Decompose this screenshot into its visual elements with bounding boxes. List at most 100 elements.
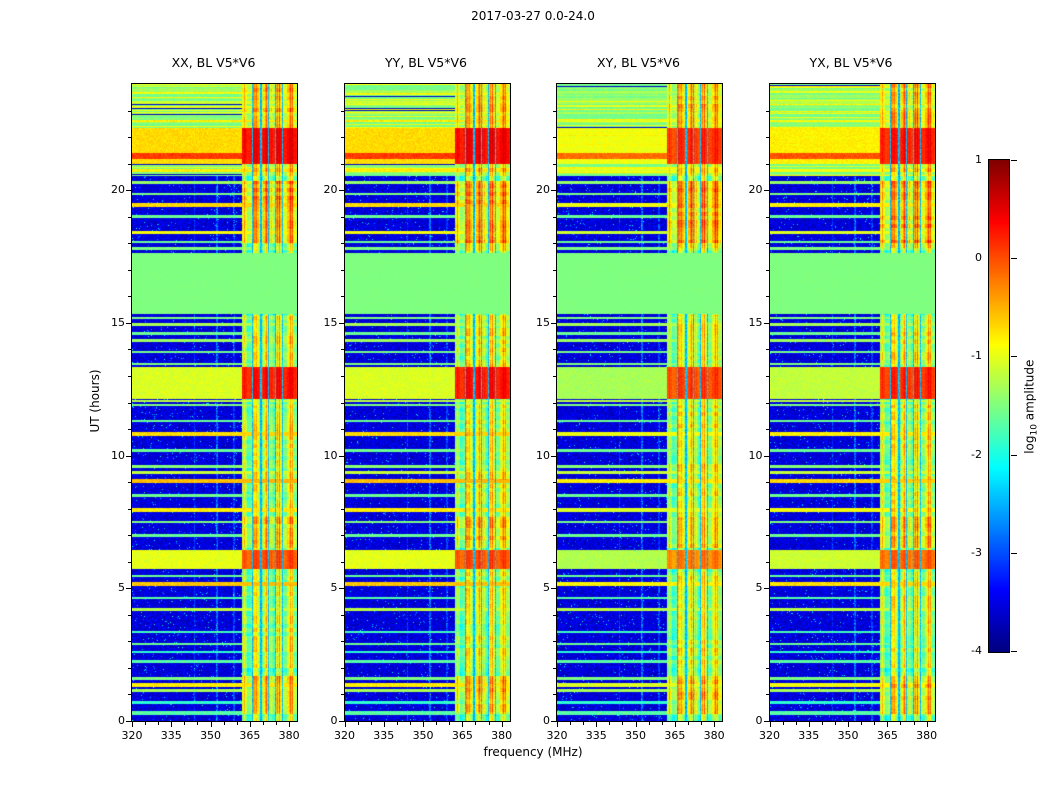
- x-tick-label: 320: [759, 729, 780, 742]
- x-tick: [714, 722, 716, 727]
- y-tick-label: 20: [111, 183, 125, 197]
- x-tick: [557, 722, 558, 727]
- x-tick: [488, 722, 490, 725]
- y-tick: [553, 694, 556, 696]
- x-tick: [570, 722, 572, 725]
- y-tick: [765, 402, 769, 404]
- y-tick: [765, 508, 769, 510]
- x-tick: [423, 722, 425, 727]
- x-tick: [687, 722, 689, 725]
- x-tick-label: 365: [876, 729, 898, 742]
- y-tick-label: 5: [543, 581, 550, 595]
- y-tick-label: 15: [748, 315, 763, 329]
- y-tick: [553, 429, 556, 431]
- x-tick: [808, 722, 810, 727]
- y-tick: [765, 349, 769, 351]
- x-tick-label: 350: [200, 729, 222, 742]
- colorbar-tick-label: -2: [971, 447, 982, 461]
- colorbar-tick-label: -3: [971, 545, 982, 559]
- colorbar: [988, 159, 1010, 653]
- y-tick: [553, 402, 556, 404]
- x-tick: [171, 722, 173, 727]
- colorbar-tick-label: 1: [975, 153, 982, 166]
- x-tick: [900, 722, 902, 725]
- y-tick: [128, 508, 131, 510]
- colorbar-tick: [1011, 356, 1017, 358]
- y-tick: [551, 588, 556, 590]
- y-tick: [128, 163, 131, 165]
- y-tick: [128, 641, 131, 643]
- y-tick: [553, 296, 556, 298]
- y-tick: [765, 137, 769, 139]
- colorbar-label: log10 amplitude: [1022, 337, 1039, 477]
- y-tick: [340, 296, 344, 298]
- y-tick: [128, 216, 131, 218]
- spectrogram-canvas-xx: [132, 84, 297, 721]
- x-tick: [383, 722, 385, 727]
- x-tick-label: 350: [837, 729, 859, 742]
- x-tick: [236, 722, 238, 725]
- x-tick-label: 380: [916, 729, 938, 742]
- x-tick: [132, 722, 133, 727]
- x-tick: [184, 722, 186, 725]
- x-tick: [344, 722, 346, 727]
- y-tick: [765, 641, 769, 643]
- y-tick: [126, 455, 131, 457]
- colorbar-tick-label: -4: [971, 644, 982, 657]
- y-tick: [340, 375, 344, 377]
- y-tick: [553, 667, 556, 669]
- y-tick: [338, 190, 344, 192]
- y-tick-label: 5: [118, 581, 125, 595]
- x-tick: [501, 722, 503, 727]
- colorbar-tick: [1011, 454, 1017, 456]
- y-tick-label: 5: [755, 581, 763, 595]
- y-tick-label: 0: [330, 714, 338, 727]
- x-tick-label: 350: [412, 729, 434, 742]
- y-tick: [338, 721, 344, 722]
- y-tick: [553, 163, 556, 165]
- y-tick-label: 20: [748, 183, 763, 197]
- y-tick: [553, 641, 556, 643]
- y-tick: [763, 721, 769, 722]
- y-tick-label: 0: [755, 714, 763, 727]
- x-tick-label: 320: [546, 729, 568, 742]
- y-tick-label: 10: [323, 448, 338, 462]
- x-tick: [701, 722, 703, 725]
- x-tick: [674, 722, 676, 727]
- x-tick: [396, 722, 398, 725]
- y-tick-label: 5: [330, 581, 338, 595]
- y-tick: [763, 455, 769, 457]
- y-tick: [553, 137, 556, 139]
- y-tick: [126, 190, 131, 192]
- y-tick-label: 15: [111, 315, 125, 329]
- colorbar-tick: [1011, 160, 1017, 161]
- colorbar-tick-label: 0: [975, 251, 982, 265]
- colorbar-tick: [1011, 258, 1017, 260]
- y-tick: [340, 110, 344, 112]
- y-tick: [551, 455, 556, 457]
- x-tick: [158, 722, 160, 725]
- y-tick: [765, 429, 769, 431]
- y-axis-label: UT (hours): [88, 369, 102, 433]
- y-tick: [553, 269, 556, 271]
- x-tick: [223, 722, 225, 725]
- colorbar-label-prefix: log: [1022, 435, 1037, 454]
- y-tick: [763, 190, 769, 192]
- x-tick-label: 320: [121, 729, 143, 742]
- colorbar-label-sub: 10: [1029, 424, 1040, 436]
- y-tick: [340, 429, 344, 431]
- y-tick: [340, 216, 344, 218]
- y-tick-label: 15: [323, 315, 338, 329]
- y-tick: [128, 296, 131, 298]
- panel-title-yx: YX, BL V5*V6: [809, 55, 893, 70]
- spectrogram-panel-yx: 320 335 350 365 380 0 5 10 15 20: [749, 83, 937, 742]
- y-tick-label: 10: [111, 448, 125, 462]
- y-tick: [340, 641, 344, 643]
- x-tick-label: 335: [585, 729, 607, 742]
- x-tick: [145, 722, 147, 725]
- spectrogram-panel-xx: 320 335 350 365 380 0 5 10 15 20: [111, 83, 300, 742]
- y-tick: [128, 137, 131, 139]
- y-tick: [340, 694, 344, 696]
- y-tick: [128, 429, 131, 431]
- y-tick: [128, 375, 131, 377]
